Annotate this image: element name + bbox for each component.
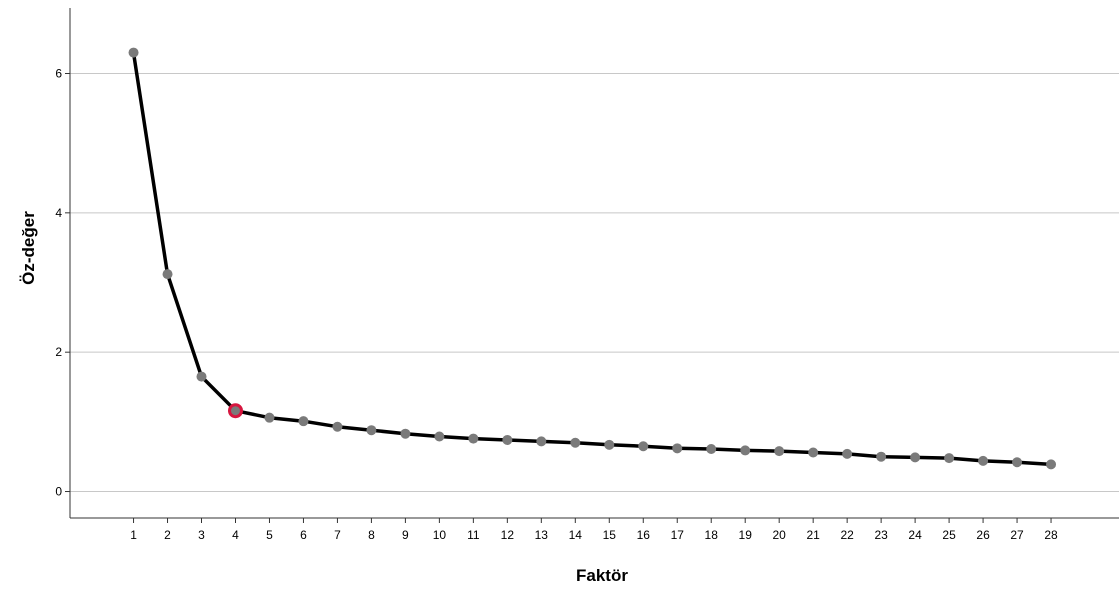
data-point-1: [128, 47, 139, 58]
x-tick-label-15: 15: [603, 528, 617, 542]
x-tick-label-17: 17: [671, 528, 685, 542]
data-point-12: [502, 434, 513, 445]
data-point-4: [230, 406, 240, 416]
data-point-27: [1012, 457, 1023, 468]
x-tick-label-10: 10: [433, 528, 447, 542]
x-tick-label-22: 22: [840, 528, 854, 542]
y-tick-label-6: 6: [55, 66, 62, 80]
data-point-23: [876, 451, 887, 462]
data-point-10: [434, 431, 445, 442]
eigenvalue-line: [131, 52, 1052, 467]
x-tick-label-6: 6: [300, 528, 307, 542]
x-axis-title: Faktör: [576, 566, 628, 585]
x-tick-label-20: 20: [773, 528, 787, 542]
gridlines: [70, 72, 1119, 493]
x-tick-label-24: 24: [908, 528, 922, 542]
y-axis-title: Öz-değer: [19, 211, 38, 285]
x-tick-label-13: 13: [535, 528, 549, 542]
data-point-13: [536, 436, 547, 447]
x-tick-label-5: 5: [266, 528, 273, 542]
eigenvalue-series: [128, 47, 1057, 470]
x-tick-label-25: 25: [942, 528, 956, 542]
x-tick-label-18: 18: [705, 528, 719, 542]
data-point-18: [706, 444, 717, 455]
y-tick-label-4: 4: [55, 206, 62, 220]
data-point-20: [774, 446, 785, 457]
data-point-19: [740, 445, 751, 456]
x-tick-label-4: 4: [232, 528, 239, 542]
data-point-24: [910, 452, 921, 463]
x-tick-label-1: 1: [130, 528, 137, 542]
data-point-28: [1046, 459, 1057, 470]
data-point-25: [944, 453, 955, 464]
y-tick-label-2: 2: [55, 345, 62, 359]
data-point-14: [570, 437, 581, 448]
data-point-11: [468, 433, 479, 444]
x-tick-label-27: 27: [1010, 528, 1024, 542]
x-tick-label-12: 12: [501, 528, 515, 542]
x-tick-label-3: 3: [198, 528, 205, 542]
axes: [65, 8, 1119, 523]
data-point-7: [332, 421, 343, 432]
x-tick-label-14: 14: [569, 528, 583, 542]
data-point-3: [196, 371, 207, 382]
data-point-2: [162, 269, 173, 280]
x-tick-label-9: 9: [402, 528, 409, 542]
x-tick-label-21: 21: [806, 528, 820, 542]
data-point-15: [604, 439, 615, 450]
x-tick-label-2: 2: [164, 528, 171, 542]
data-point-9: [400, 428, 411, 439]
x-tick-label-26: 26: [976, 528, 990, 542]
data-point-26: [978, 455, 989, 466]
data-point-5: [264, 412, 275, 423]
data-point-8: [366, 425, 377, 436]
data-point-6: [298, 416, 309, 427]
x-tick-label-19: 19: [739, 528, 753, 542]
data-point-21: [808, 447, 819, 458]
data-point-22: [842, 448, 853, 459]
x-tick-label-7: 7: [334, 528, 341, 542]
x-tick-label-16: 16: [637, 528, 651, 542]
y-tick-label-0: 0: [55, 485, 62, 499]
x-tick-label-8: 8: [368, 528, 375, 542]
x-tick-label-11: 11: [467, 528, 480, 542]
data-point-17: [672, 443, 683, 454]
x-tick-label-28: 28: [1044, 528, 1058, 542]
x-tick-label-23: 23: [874, 528, 888, 542]
data-point-16: [638, 441, 649, 452]
